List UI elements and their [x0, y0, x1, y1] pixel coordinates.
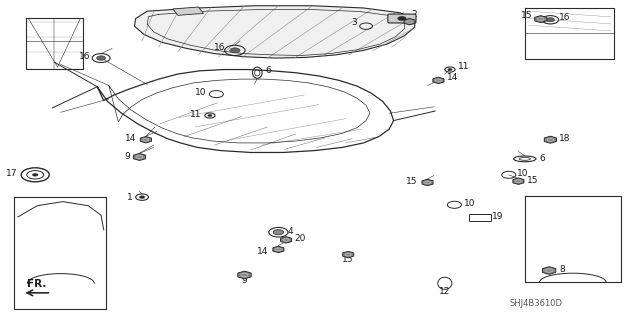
- Text: 11: 11: [189, 110, 201, 119]
- Text: 10: 10: [517, 169, 529, 178]
- Text: 14: 14: [257, 247, 269, 256]
- Bar: [468, 214, 492, 221]
- Polygon shape: [173, 7, 204, 15]
- Polygon shape: [404, 19, 415, 25]
- Text: 14: 14: [447, 73, 458, 82]
- Text: 17: 17: [6, 169, 18, 178]
- Circle shape: [273, 230, 284, 235]
- Circle shape: [448, 69, 452, 70]
- Polygon shape: [133, 153, 146, 160]
- FancyBboxPatch shape: [388, 14, 416, 23]
- Polygon shape: [534, 16, 547, 23]
- Text: 6: 6: [539, 154, 545, 163]
- Text: 16: 16: [214, 43, 225, 52]
- Polygon shape: [433, 77, 444, 84]
- Text: 15: 15: [521, 11, 532, 20]
- Text: 18: 18: [559, 134, 571, 143]
- Circle shape: [547, 18, 554, 22]
- Circle shape: [33, 174, 38, 176]
- Text: 11: 11: [458, 63, 469, 71]
- Text: 9: 9: [242, 276, 247, 285]
- Circle shape: [97, 56, 106, 60]
- Text: 16: 16: [559, 13, 571, 22]
- Text: 12: 12: [439, 287, 451, 296]
- Text: 16: 16: [79, 52, 91, 61]
- Text: 14: 14: [125, 134, 136, 143]
- Circle shape: [397, 16, 406, 21]
- Text: 10: 10: [464, 199, 476, 208]
- Polygon shape: [544, 136, 557, 143]
- Polygon shape: [140, 137, 152, 143]
- Text: 9: 9: [125, 152, 131, 161]
- Text: FR.: FR.: [27, 279, 46, 289]
- Polygon shape: [238, 271, 251, 279]
- Polygon shape: [273, 246, 284, 253]
- Text: 15: 15: [342, 256, 354, 264]
- Polygon shape: [422, 179, 433, 186]
- Circle shape: [208, 115, 212, 116]
- Text: 15: 15: [527, 176, 539, 185]
- Polygon shape: [513, 178, 524, 184]
- Text: 13: 13: [390, 14, 402, 23]
- Text: 4: 4: [288, 227, 294, 236]
- Text: 3: 3: [351, 19, 357, 27]
- Text: 2: 2: [411, 10, 417, 19]
- Text: 19: 19: [492, 212, 503, 221]
- Text: 8: 8: [559, 265, 565, 274]
- Text: 20: 20: [294, 234, 306, 243]
- Text: SHJ4B3610D: SHJ4B3610D: [509, 299, 563, 308]
- Text: 10: 10: [195, 88, 206, 97]
- Text: 1: 1: [127, 193, 133, 202]
- Text: 6: 6: [265, 66, 271, 75]
- Polygon shape: [342, 251, 354, 258]
- Circle shape: [230, 48, 240, 53]
- Circle shape: [140, 196, 145, 198]
- Polygon shape: [543, 267, 556, 274]
- Text: 15: 15: [406, 177, 418, 186]
- Polygon shape: [280, 237, 292, 243]
- Polygon shape: [134, 6, 415, 58]
